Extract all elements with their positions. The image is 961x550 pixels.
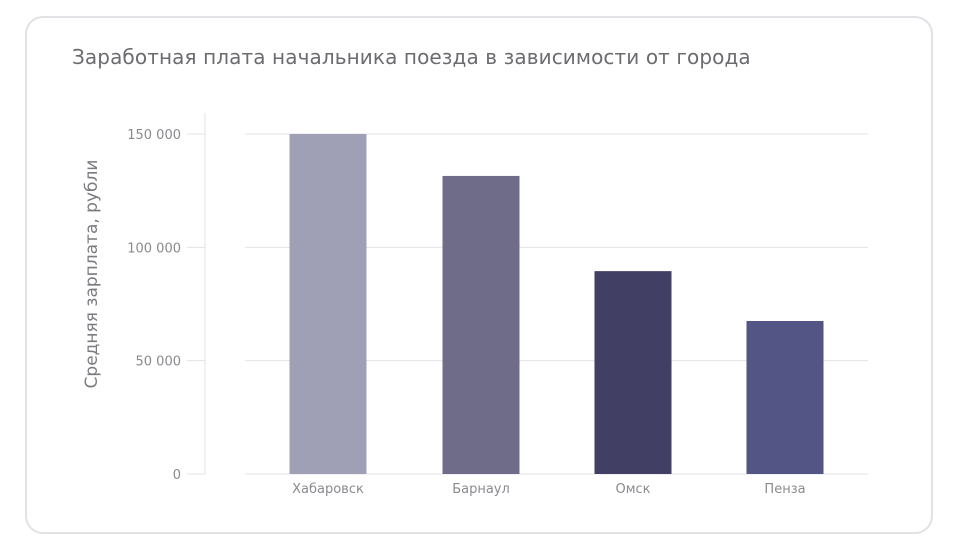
bar-3 [594, 271, 672, 474]
y-tick-label: 50 000 [136, 355, 182, 370]
y-axis-ticks: 0 50 000 100 000 150 000 [127, 128, 205, 483]
x-tick-label: Пенза [764, 482, 805, 497]
y-tick-label: 0 [173, 468, 181, 483]
x-tick-label: Хабаровск [292, 482, 364, 497]
chart-title: Заработная плата начальника поезда в зав… [72, 45, 751, 69]
bar-4 [746, 321, 824, 474]
y-tick-label: 100 000 [127, 241, 181, 256]
x-axis-ticks: Хабаровск Барнаул Омск Пенза [292, 482, 805, 497]
bars [289, 134, 824, 474]
bar-2 [442, 175, 520, 474]
bar-1 [289, 134, 367, 474]
x-tick-label: Барнаул [452, 482, 510, 497]
x-tick-label: Омск [615, 482, 650, 497]
y-axis-title: Средняя зарплата, рубли [82, 160, 102, 389]
y-tick-label: 150 000 [127, 128, 181, 143]
